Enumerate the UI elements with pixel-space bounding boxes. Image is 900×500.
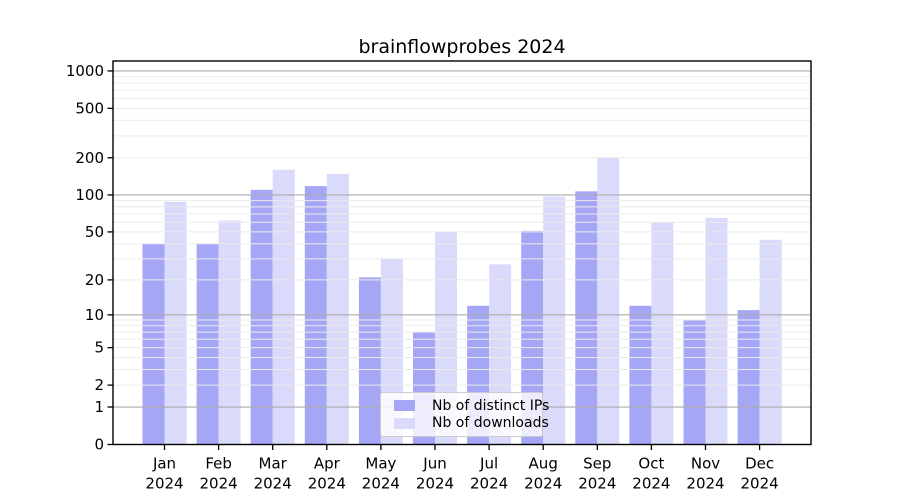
legend-label-distinct-ips: Nb of distinct IPs (432, 397, 550, 414)
bar-downloads-jun (435, 231, 457, 445)
axes-group: 0 1 2 5 10 20 50 100 200 500 1000 Jan 2024 Feb 2024 Mar… (66, 60, 812, 493)
x-tick-label-month: Sep (583, 455, 611, 473)
x-tick-label-month: Aug (529, 455, 558, 473)
bar-downloads-mar (272, 169, 295, 445)
legend-label-downloads: Nb of downloads (432, 415, 549, 432)
bar-distinct-ips-may (358, 277, 381, 445)
bar-distinct-ips-dec (737, 310, 760, 445)
x-tick-label-month: Jun (422, 455, 446, 473)
x-tick-label-month: Jul (479, 455, 498, 473)
y-tick-label: 1000 (66, 62, 104, 80)
bar-distinct-ips-mar (250, 189, 273, 445)
x-tick-label-year: 2024 (686, 475, 724, 493)
chart-title: brainflowprobes 2024 (358, 36, 565, 58)
y-tick-label: 50 (85, 223, 104, 241)
legend-item-distinct-ips: Nb of distinct IPs (387, 399, 549, 413)
bar-downloads-jan (164, 201, 187, 445)
plot-border (112, 60, 812, 446)
x-tick-label-year: 2024 (416, 475, 454, 493)
bar-downloads-oct (651, 222, 674, 445)
x-tick-label-month: Mar (259, 455, 288, 473)
bar-downloads-sep (597, 157, 620, 445)
y-tick-label: 500 (75, 99, 104, 117)
x-tick-label-year: 2024 (308, 475, 346, 493)
x-tick-label-month: Nov (691, 455, 720, 473)
y-tick-label: 5 (94, 339, 104, 357)
y-tick-label: 2 (94, 376, 104, 394)
y-tick-label: 1 (94, 398, 104, 416)
x-tick-label-year: 2024 (362, 475, 400, 493)
bar-downloads-nov (705, 217, 728, 445)
legend-swatch-downloads (394, 417, 415, 429)
bar-distinct-ips-oct (629, 305, 652, 445)
x-tick-label-year: 2024 (741, 475, 779, 493)
bar-distinct-ips-nov (683, 320, 706, 445)
x-tick-label-year: 2024 (524, 475, 562, 493)
y-tick-label: 10 (85, 306, 104, 324)
gridlines-group (113, 70, 811, 408)
x-tick-label-month: Jan (152, 455, 176, 473)
bar-distinct-ips-feb (196, 243, 219, 445)
y-tick-label: 100 (75, 186, 104, 204)
x-tick-label-month: Dec (745, 455, 774, 473)
x-tick-label-year: 2024 (254, 475, 292, 493)
legend: Nb of distinct IPs Nb of downloads (380, 392, 549, 437)
bar-distinct-ips-jan (142, 243, 165, 445)
x-tick-label-year: 2024 (200, 475, 238, 493)
bar-downloads-apr (326, 173, 349, 445)
bar-distinct-ips-aug (521, 230, 544, 445)
y-tick-label: 0 (94, 436, 104, 454)
x-tick-label-year: 2024 (145, 475, 183, 493)
bar-downloads-dec (759, 239, 782, 445)
x-tick-label-month: Feb (205, 455, 232, 473)
x-tick-label-year: 2024 (632, 475, 670, 493)
x-tick-label-month: Oct (638, 455, 664, 473)
legend-item-downloads: Nb of downloads (387, 416, 549, 430)
y-tick-label: 200 (75, 149, 104, 167)
x-tick-label-year: 2024 (470, 475, 508, 493)
y-tick-label: 20 (85, 271, 104, 289)
bar-distinct-ips-sep (575, 191, 598, 445)
legend-swatch-distinct-ips (394, 400, 415, 412)
x-tick-label-month: Apr (314, 455, 341, 473)
x-tick-label-year: 2024 (578, 475, 616, 493)
x-tick-label-month: May (365, 455, 396, 473)
